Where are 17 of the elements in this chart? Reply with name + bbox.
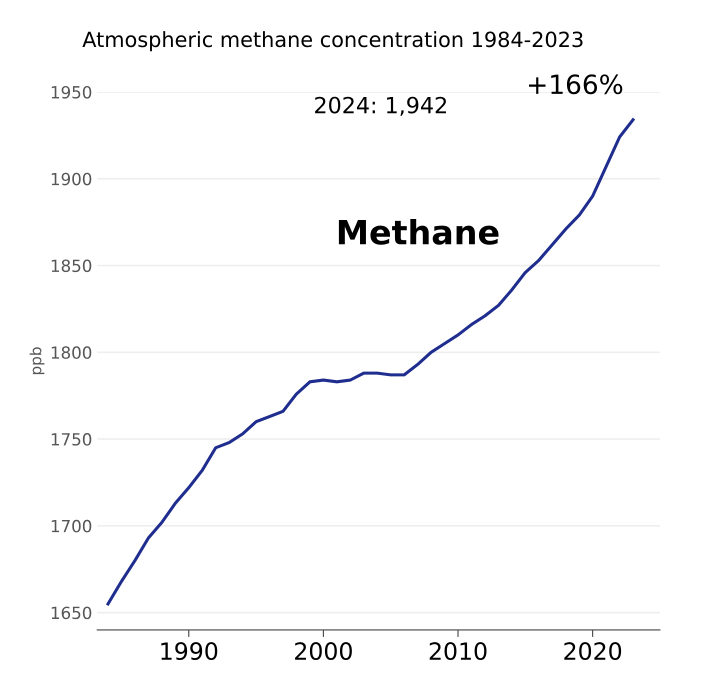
y-axis-title: ppb xyxy=(30,347,44,374)
y-tick-label: 1650 xyxy=(52,606,92,620)
y-tick-label: 1950 xyxy=(52,86,92,99)
y-tick-label: 1700 xyxy=(52,520,92,532)
line-series xyxy=(106,118,635,606)
x-tick-label: 2000 xyxy=(295,642,352,660)
annotation: +166% xyxy=(528,74,622,94)
y-tick-label: 1850 xyxy=(52,260,92,272)
y-tick-label: 1800 xyxy=(52,346,92,359)
x-tick-label: 2010 xyxy=(430,642,486,660)
y-tick-label: 1750 xyxy=(52,433,92,446)
annotation: 2024: 1,942 xyxy=(315,96,446,116)
y-tick-label: 1900 xyxy=(52,172,92,186)
x-tick-label: 1990 xyxy=(161,642,218,660)
x-tick-label: 2020 xyxy=(564,642,622,660)
chart-title: Atmospheric methane concentration 1984-2023 xyxy=(82,31,583,52)
series-label: Methane xyxy=(338,218,499,245)
